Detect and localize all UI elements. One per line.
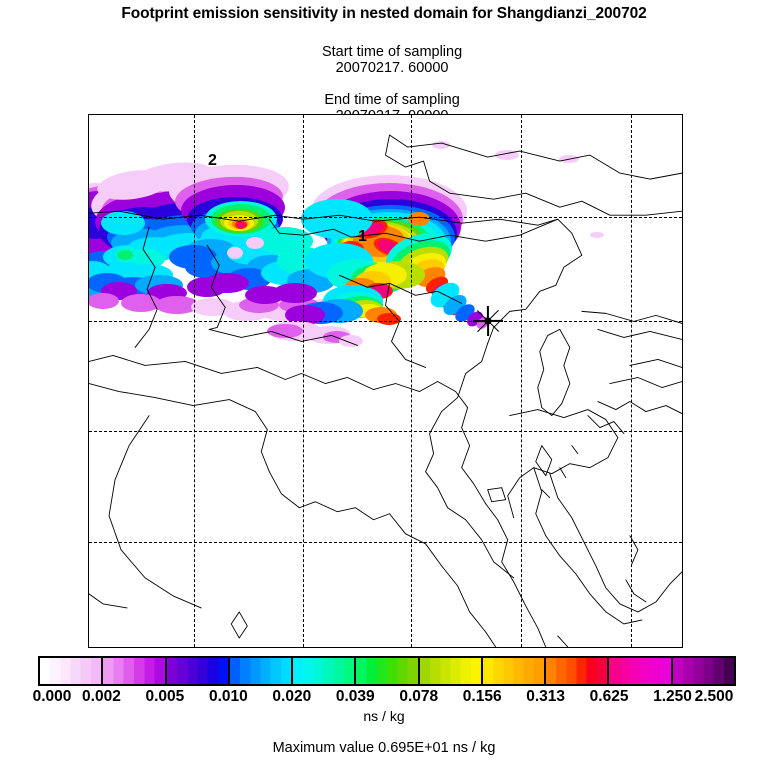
colorbar-tick-4: 0.020 <box>272 688 312 705</box>
colorbar-tick-8: 0.313 <box>526 688 566 705</box>
plume-cell <box>237 222 245 228</box>
colorbar-segment-10 <box>672 658 734 684</box>
colorbar-tick-6: 0.078 <box>399 688 439 705</box>
start-time-value: 20070217. 60000 <box>335 60 449 76</box>
nested-domain-label-2: 2 <box>208 152 217 169</box>
gridline-vertical <box>194 115 195 647</box>
plume-cell <box>285 305 325 325</box>
gridline-horizontal <box>89 321 682 322</box>
plume-cell <box>187 277 227 297</box>
colorbar-tick-5: 0.039 <box>335 688 375 705</box>
gridline-vertical <box>303 115 304 647</box>
colorbar-unit-label: ns / kg <box>363 708 405 724</box>
gridline-horizontal <box>89 217 682 218</box>
gridline-vertical <box>411 115 412 647</box>
marker-ray <box>488 319 503 323</box>
plume-cell <box>89 293 119 309</box>
coastline-overlay <box>89 115 682 647</box>
colorbar-tick-9: 0.625 <box>589 688 629 705</box>
colorbar-tick-1: 0.002 <box>82 688 121 705</box>
colorbar[interactable] <box>38 656 736 686</box>
gridline-horizontal <box>89 431 682 432</box>
plume-cell <box>267 324 303 338</box>
colorbar-segment-3 <box>229 658 294 684</box>
marker-center <box>484 317 492 325</box>
colorbar-tick-7: 0.156 <box>462 688 502 705</box>
page-title: Footprint emission sensitivity in nested… <box>121 5 647 22</box>
plume-cell <box>155 296 199 314</box>
nested-domain-label-1: 1 <box>358 228 367 245</box>
colorbar-wrap <box>38 656 736 686</box>
colorbar-segment-1 <box>103 658 167 684</box>
plume-cell <box>273 283 317 303</box>
colorbar-tick-3: 0.010 <box>208 688 248 705</box>
plume-cell <box>495 150 519 160</box>
plume-cell <box>246 237 264 249</box>
start-time-label: Start time of sampling <box>321 44 463 60</box>
gridline-vertical <box>631 115 632 647</box>
plume-cell <box>245 286 285 304</box>
maximum-value-label: Maximum value 0.695E+01 ns / kg <box>272 740 496 756</box>
sampling-time-row: Start time of sampling 20070217. 60000 E… <box>0 28 768 140</box>
colorbar-segment-8 <box>546 658 610 684</box>
plume-cell <box>117 250 133 260</box>
grid-overlay <box>89 115 682 647</box>
colorbar-tick-10: 1.250 <box>653 688 692 705</box>
plume-cell <box>227 247 243 259</box>
colorbar-segment-6 <box>419 658 483 684</box>
footprint-plume-raster <box>89 115 682 647</box>
colorbar-tick-labels: 0.000 0.002 0.005 0.010 0.020 0.039 0.078 0.156… <box>0 688 768 708</box>
plume-cell <box>432 141 450 149</box>
release-site-marker[interactable] <box>473 306 503 336</box>
plume-cell <box>408 212 430 226</box>
colorbar-segment-0 <box>40 658 104 684</box>
plume-cell <box>121 294 161 312</box>
colorbar-tick-0: 0.000 <box>32 688 72 705</box>
gridline-horizontal <box>89 542 682 543</box>
colorbar-segment-5 <box>356 658 420 684</box>
colorbar-segment-7 <box>482 658 547 684</box>
colorbar-tick-11: 2.500 <box>694 688 734 705</box>
plume-cell <box>590 232 604 238</box>
end-time-label: End time of sampling <box>324 92 460 108</box>
colorbar-segment-9 <box>609 658 673 684</box>
colorbar-segment-4 <box>293 658 357 684</box>
plume-cell <box>339 335 363 347</box>
colorbar-segment-2 <box>166 658 230 684</box>
footprint-map-plot[interactable]: 2 1 <box>88 114 683 648</box>
colorbar-tick-2: 0.005 <box>145 688 185 705</box>
gridline-vertical <box>521 115 522 647</box>
